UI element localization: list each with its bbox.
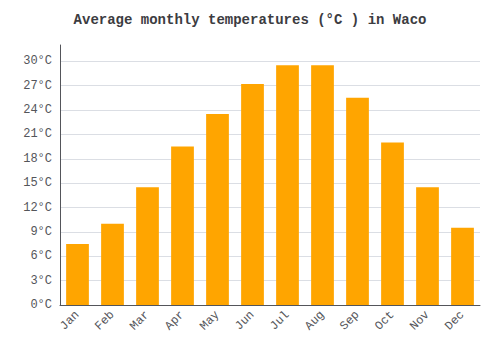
svg-text:18°C: 18°C: [23, 152, 52, 166]
svg-text:3°C: 3°C: [30, 274, 52, 288]
svg-text:9°C: 9°C: [30, 225, 52, 239]
svg-text:Mar: Mar: [127, 308, 152, 333]
svg-text:Jul: Jul: [267, 308, 292, 333]
svg-text:Apr: Apr: [162, 308, 187, 333]
svg-text:Dec: Dec: [442, 308, 467, 333]
svg-text:27°C: 27°C: [23, 79, 52, 93]
svg-text:Aug: Aug: [302, 308, 327, 333]
svg-text:15°C: 15°C: [23, 176, 52, 190]
svg-text:Average monthly temperatures (: Average monthly temperatures (°C ) in Wa…: [74, 12, 427, 28]
svg-text:30°C: 30°C: [23, 54, 52, 68]
svg-text:Feb: Feb: [92, 308, 117, 333]
svg-text:Nov: Nov: [407, 308, 432, 333]
svg-text:6°C: 6°C: [30, 249, 52, 263]
svg-text:Sep: Sep: [337, 308, 362, 333]
svg-text:Oct: Oct: [372, 308, 397, 333]
svg-text:Jun: Jun: [232, 308, 257, 333]
svg-text:Jan: Jan: [57, 308, 82, 333]
svg-text:24°C: 24°C: [23, 103, 52, 117]
svg-text:21°C: 21°C: [23, 127, 52, 141]
svg-text:May: May: [197, 308, 222, 333]
svg-text:12°C: 12°C: [23, 201, 52, 215]
svg-text:0°C: 0°C: [30, 298, 52, 312]
